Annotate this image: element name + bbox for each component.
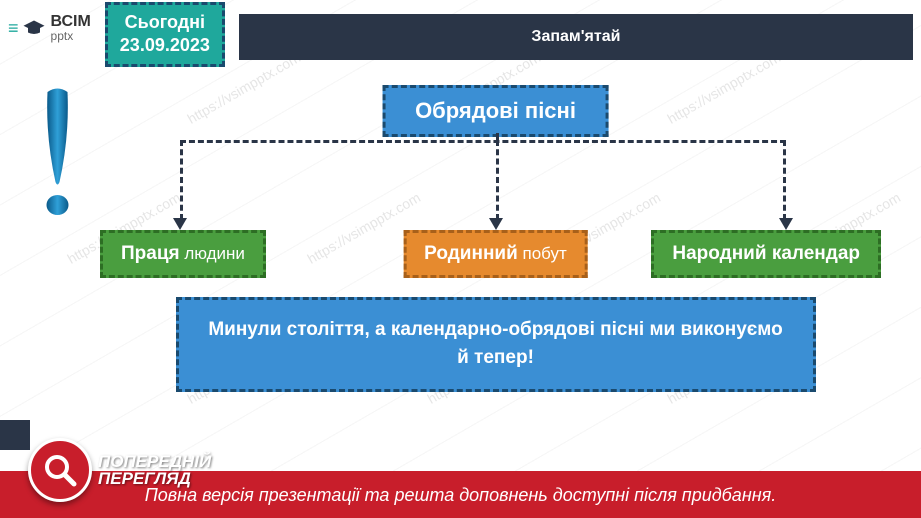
badge-line1: ПОПЕРЕДНІЙ — [98, 453, 211, 470]
child-node-1: Праця людини — [100, 230, 266, 278]
brand-sub: pptx — [51, 30, 91, 42]
title-bar: Запам'ятай — [239, 14, 913, 60]
main-content: Обрядові пісні Праця людини Родинний поб… — [0, 67, 921, 392]
child1-light: людини — [180, 244, 245, 263]
date-box: Сьогодні 23.09.2023 — [105, 2, 225, 67]
date-line2: 23.09.2023 — [120, 34, 210, 57]
arrow-icon — [173, 218, 187, 230]
child3-bold: Народний календар — [672, 243, 860, 264]
date-line1: Сьогодні — [120, 11, 210, 34]
header: ≡ ВСІМ pptx Сьогодні 23.09.2023 Запам'ят… — [0, 0, 921, 67]
exclamation-icon — [35, 87, 80, 217]
page-corner — [0, 420, 30, 450]
tree-diagram: Обрядові пісні Праця людини Родинний поб… — [120, 85, 871, 285]
logo: ≡ ВСІМ pptx — [0, 0, 99, 42]
connector — [180, 140, 183, 220]
grad-cap-icon — [21, 19, 47, 37]
logo-text: ВСІМ pptx — [51, 14, 91, 42]
conclusion-box: Минули століття, а календарно-обрядові п… — [176, 297, 816, 392]
badge-text: ПОПЕРЕДНІЙ ПЕРЕГЛЯД — [98, 453, 211, 487]
preview-badge: ПОПЕРЕДНІЙ ПЕРЕГЛЯД — [28, 438, 211, 502]
child-node-2: Родинний побут — [403, 230, 588, 278]
child1-bold: Праця — [121, 243, 180, 264]
arrow-icon — [489, 218, 503, 230]
child2-bold: Родинний — [424, 243, 518, 264]
magnifier-icon — [42, 452, 78, 488]
magnifier-circle — [28, 438, 92, 502]
connector — [496, 140, 499, 220]
arrow-icon — [779, 218, 793, 230]
child2-light: побут — [518, 244, 567, 263]
connector — [180, 140, 786, 143]
logo-dashes-icon: ≡ — [8, 18, 17, 39]
child-node-3: Народний календар — [651, 230, 881, 278]
brand-main: ВСІМ — [51, 14, 91, 30]
badge-line2: ПЕРЕГЛЯД — [98, 470, 211, 487]
root-node: Обрядові пісні — [382, 85, 609, 137]
connector — [783, 140, 786, 220]
